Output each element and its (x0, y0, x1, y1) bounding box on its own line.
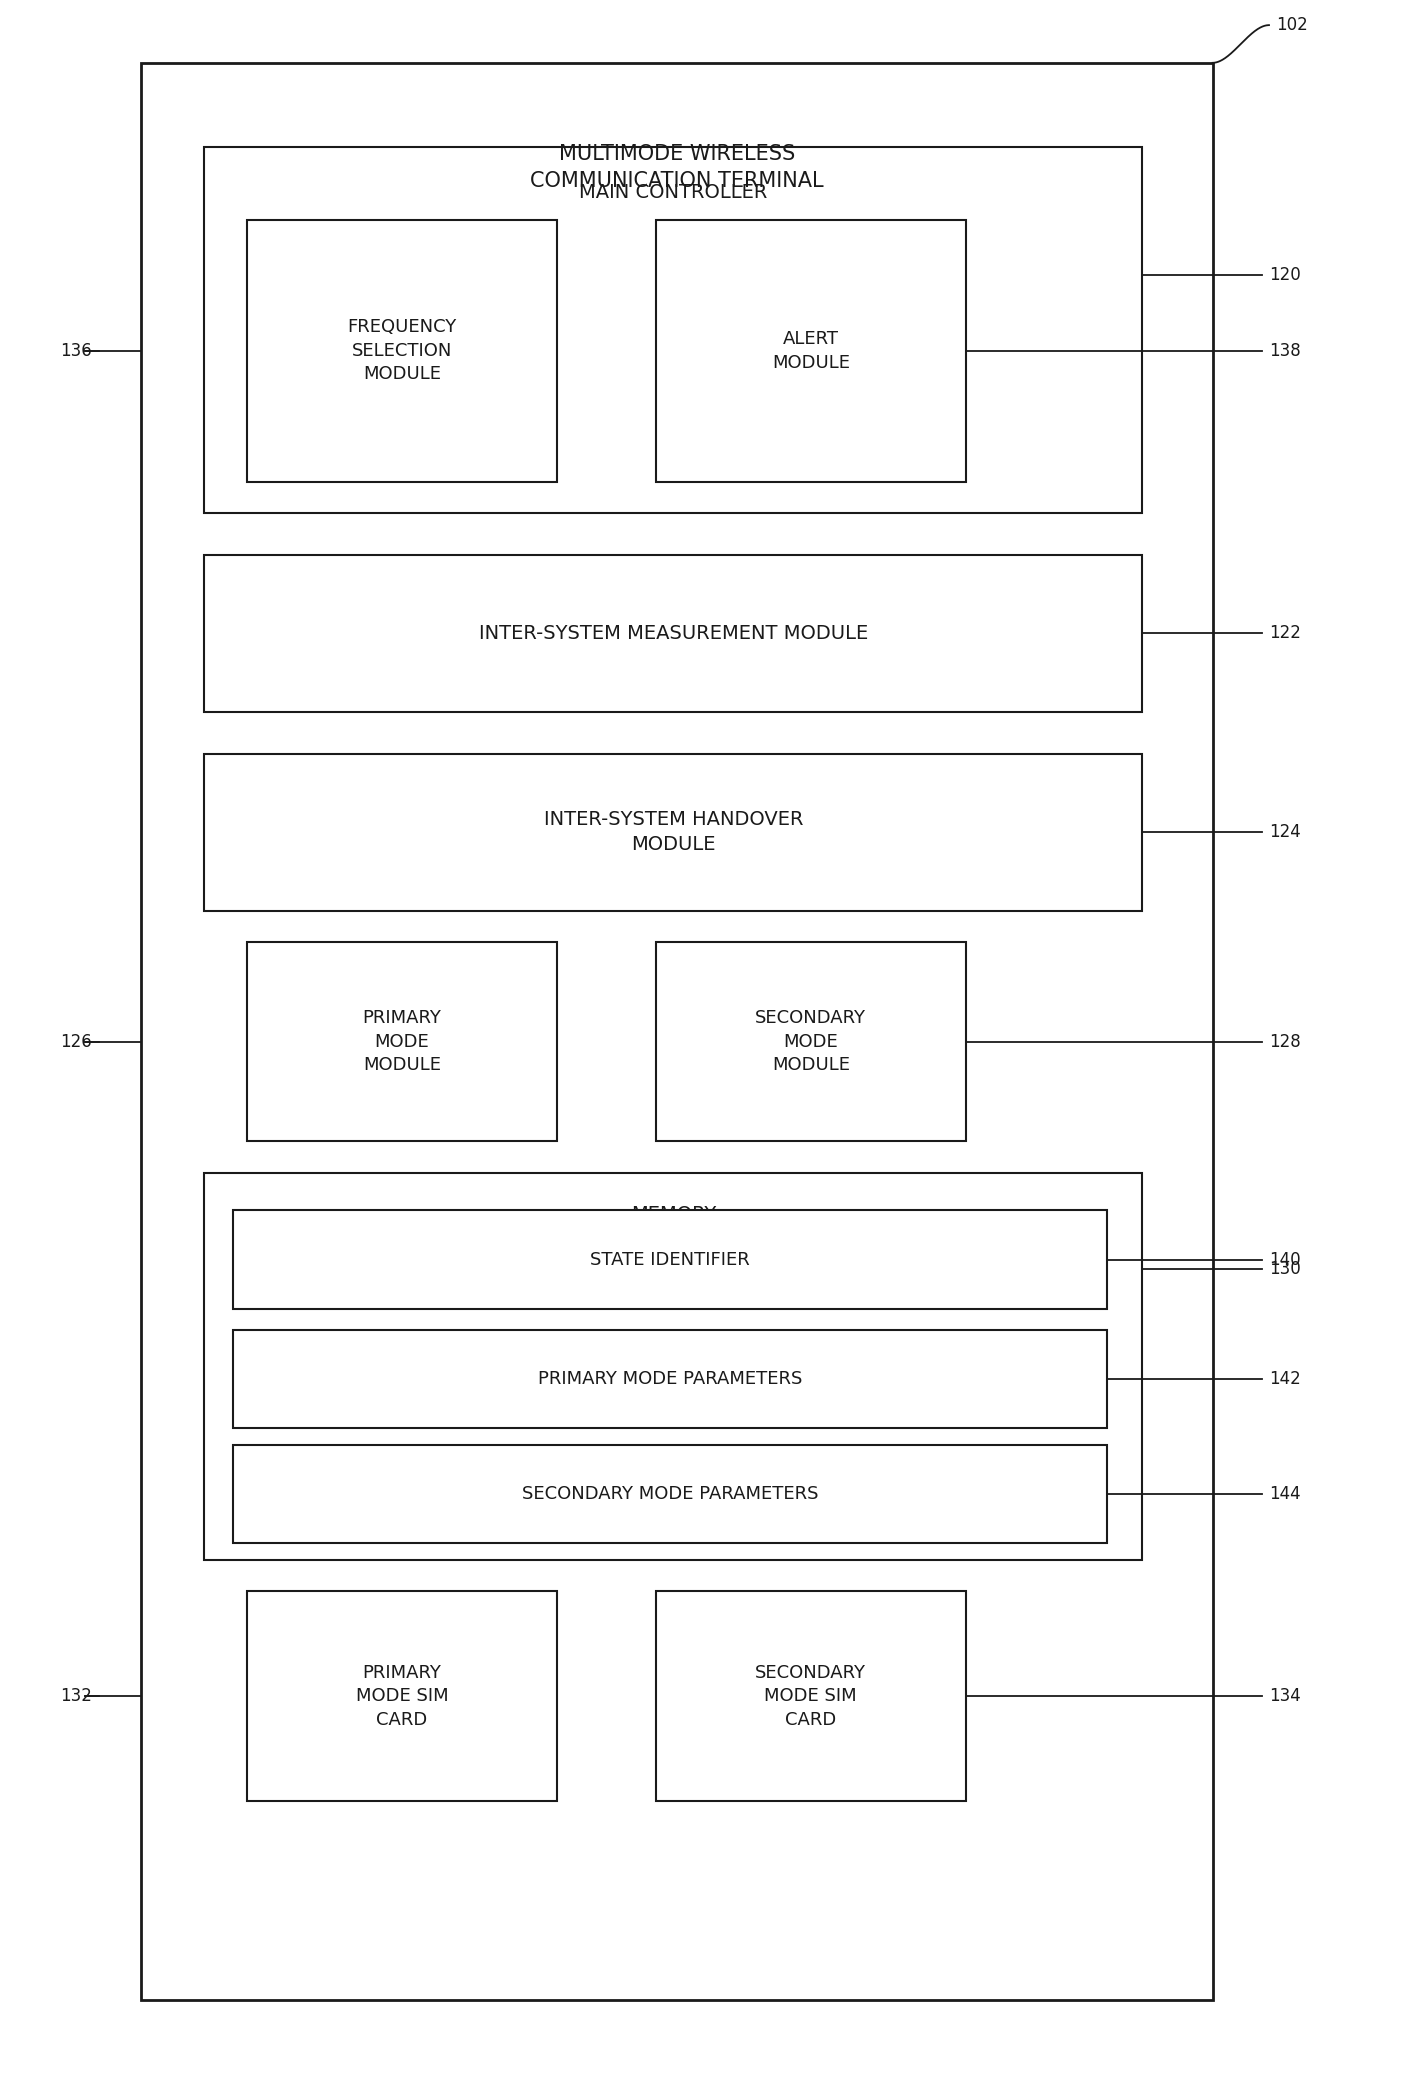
Text: SECONDARY
MODE
MODULE: SECONDARY MODE MODULE (756, 1009, 866, 1074)
Text: 122: 122 (1269, 624, 1301, 643)
Text: PRIMARY MODE PARAMETERS: PRIMARY MODE PARAMETERS (537, 1369, 802, 1388)
Text: MEMORY: MEMORY (630, 1204, 716, 1225)
FancyBboxPatch shape (247, 1591, 557, 1801)
Text: FREQUENCY
SELECTION
MODULE: FREQUENCY SELECTION MODULE (347, 318, 457, 383)
FancyBboxPatch shape (247, 942, 557, 1141)
Text: 128: 128 (1269, 1032, 1301, 1051)
Text: 102: 102 (1276, 17, 1308, 34)
FancyBboxPatch shape (204, 754, 1142, 911)
Text: PRIMARY
MODE
MODULE: PRIMARY MODE MODULE (362, 1009, 441, 1074)
FancyBboxPatch shape (141, 63, 1213, 2000)
Text: MULTIMODE WIRELESS
COMMUNICATION TERMINAL: MULTIMODE WIRELESS COMMUNICATION TERMINA… (530, 144, 823, 191)
Text: 126: 126 (59, 1032, 92, 1051)
Text: INTER-SYSTEM HANDOVER
MODULE: INTER-SYSTEM HANDOVER MODULE (543, 810, 804, 854)
Text: 124: 124 (1269, 823, 1301, 842)
Text: 134: 134 (1269, 1688, 1301, 1705)
Text: MAIN CONTROLLER: MAIN CONTROLLER (580, 182, 767, 203)
Text: SECONDARY
MODE SIM
CARD: SECONDARY MODE SIM CARD (756, 1663, 866, 1730)
Text: 138: 138 (1269, 341, 1301, 360)
FancyBboxPatch shape (204, 147, 1142, 513)
Text: 140: 140 (1269, 1250, 1300, 1269)
Text: 120: 120 (1269, 266, 1301, 285)
FancyBboxPatch shape (233, 1210, 1107, 1309)
FancyBboxPatch shape (656, 942, 966, 1141)
Text: 130: 130 (1269, 1261, 1301, 1279)
Text: 144: 144 (1269, 1485, 1300, 1503)
Text: SECONDARY MODE PARAMETERS: SECONDARY MODE PARAMETERS (522, 1485, 818, 1503)
Text: 142: 142 (1269, 1369, 1301, 1388)
FancyBboxPatch shape (233, 1330, 1107, 1428)
FancyBboxPatch shape (656, 220, 966, 482)
Text: ALERT
MODULE: ALERT MODULE (771, 331, 850, 371)
Text: STATE IDENTIFIER: STATE IDENTIFIER (589, 1250, 750, 1269)
FancyBboxPatch shape (247, 220, 557, 482)
Text: PRIMARY
MODE SIM
CARD: PRIMARY MODE SIM CARD (355, 1663, 448, 1730)
FancyBboxPatch shape (204, 555, 1142, 712)
Text: 132: 132 (59, 1688, 92, 1705)
Text: INTER-SYSTEM MEASUREMENT MODULE: INTER-SYSTEM MEASUREMENT MODULE (478, 624, 869, 643)
FancyBboxPatch shape (204, 1173, 1142, 1560)
FancyBboxPatch shape (233, 1445, 1107, 1543)
FancyBboxPatch shape (656, 1591, 966, 1801)
Text: 136: 136 (59, 341, 92, 360)
